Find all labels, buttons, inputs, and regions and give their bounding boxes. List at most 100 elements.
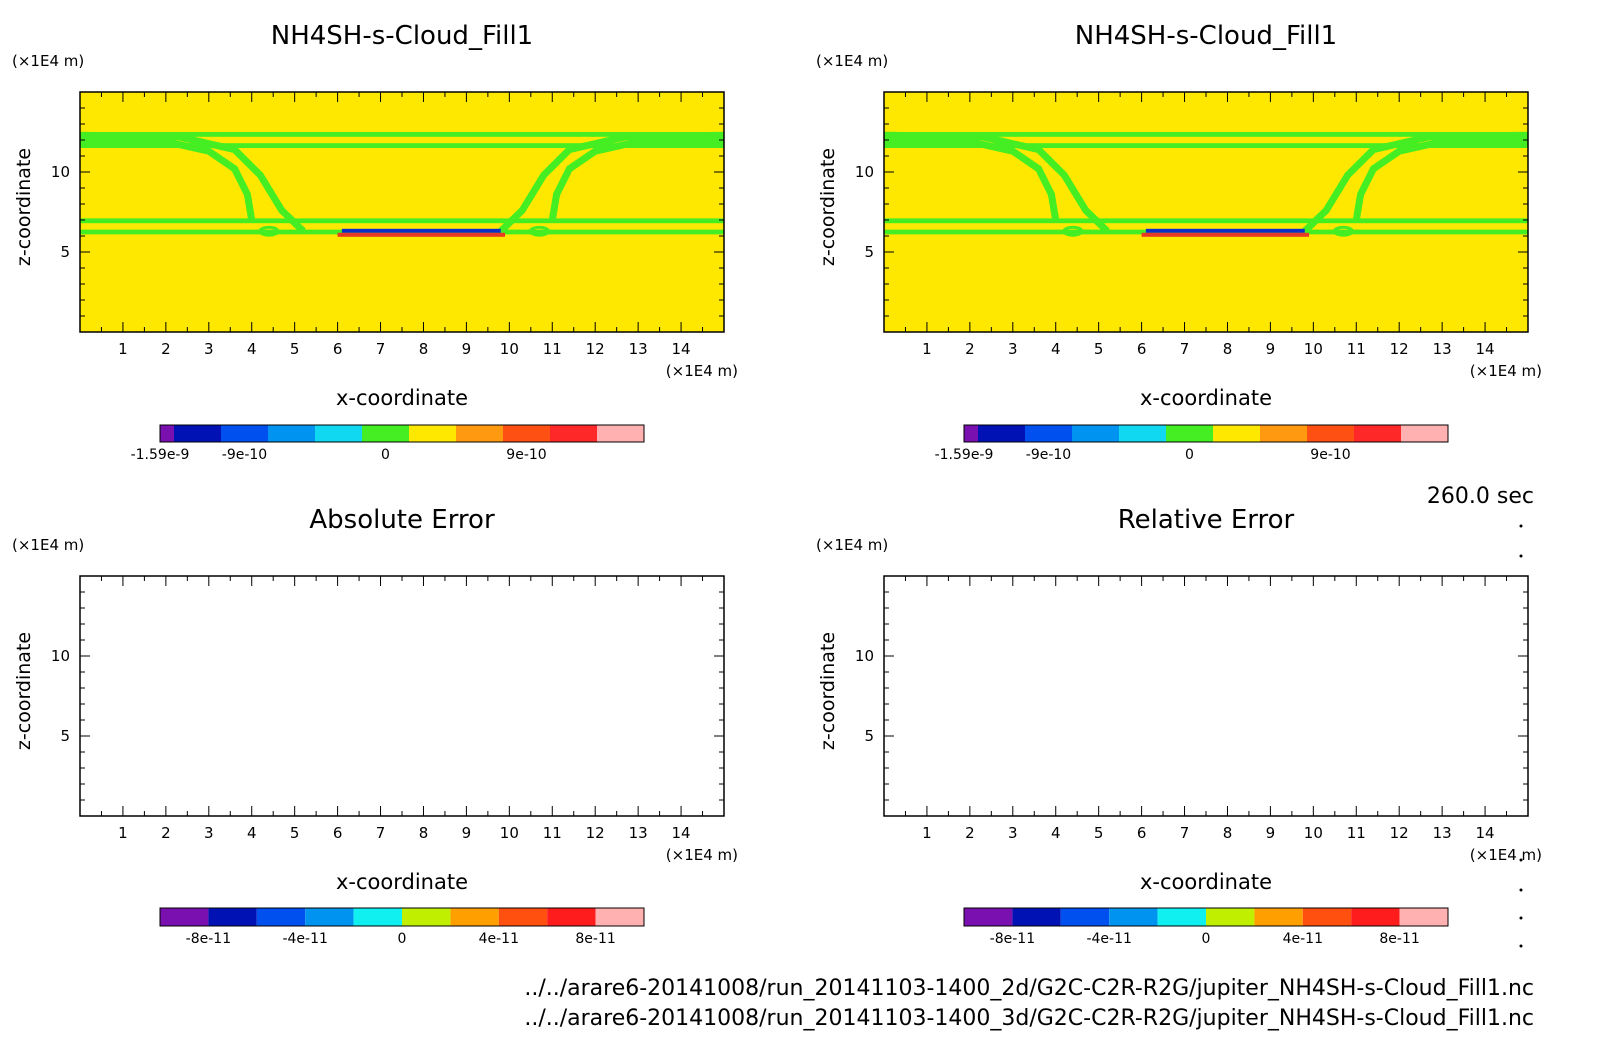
y-tick-label: 5 — [864, 243, 874, 261]
colorbar-swatch — [1072, 425, 1119, 442]
curve-left-inner — [80, 136, 256, 221]
colorbar-swatch — [1060, 908, 1110, 926]
colorbar-swatch — [456, 425, 503, 442]
colorbar-label: 9e-10 — [506, 447, 546, 463]
colorbar-frame — [159, 424, 645, 443]
curve-left-outer — [80, 131, 306, 234]
x-unit-label: (×1E4 m) — [1470, 846, 1542, 864]
colorbar-swatch — [1260, 425, 1307, 442]
x-tick-label: 4 — [247, 340, 257, 358]
colorbar-swatch — [1399, 908, 1448, 926]
colorbar-swatch — [1157, 908, 1206, 926]
x-tick-label: 11 — [1347, 340, 1366, 358]
colorbar-label: 9e-10 — [1310, 447, 1350, 463]
file-path-2d: ../../arare6-20141008/run_20141103-1400_… — [524, 976, 1534, 1001]
colorbar-swatch — [1302, 908, 1352, 926]
x-tick-label: 13 — [1433, 340, 1452, 358]
colorbar-swatch — [1206, 908, 1255, 926]
colorbar-frame — [963, 424, 1449, 443]
x-tick-label: 10 — [500, 824, 519, 842]
colorbar-swatch — [221, 425, 268, 442]
colorbar-swatch — [268, 425, 315, 442]
file-path-3d: ../../arare6-20141008/run_20141103-1400_… — [524, 1006, 1534, 1031]
x-tick-label: 7 — [376, 340, 386, 358]
cloud-field — [884, 131, 1528, 237]
curve-left-outer — [884, 131, 1110, 234]
chart-panel-1: 1 2 3 4 5 6 7 8 9 10 11 12 13 14510NH4SH-s-Cloud_Fill… — [12, 21, 738, 463]
x-tick-label: 12 — [1390, 340, 1409, 358]
colorbar-swatch — [547, 908, 596, 926]
y-tick-label: 5 — [60, 243, 70, 261]
x-tick-label: 6 — [333, 340, 343, 358]
colorbar-swatch — [362, 425, 409, 442]
plot-area — [884, 576, 1528, 816]
colorbar-label: -1.59e-9 — [935, 447, 994, 463]
colorbar-label: 0 — [381, 447, 390, 463]
x-tick-label: 14 — [672, 824, 691, 842]
anomaly-negative — [1145, 228, 1305, 233]
colorbar-swatch — [964, 908, 1013, 926]
y-tick-label: 10 — [51, 163, 70, 181]
colorbar-swatch — [978, 425, 1025, 442]
contour-band-upper — [884, 143, 1528, 148]
plot-area — [80, 92, 724, 332]
contour-band-top — [80, 132, 724, 137]
curve-right-inner — [1352, 136, 1528, 221]
plot-area — [80, 576, 724, 816]
colorbar-label: -1.59e-9 — [131, 447, 190, 463]
x-tick-label: 11 — [543, 340, 562, 358]
junction-right — [528, 225, 550, 237]
x-tick-label: 1 — [922, 824, 932, 842]
colorbar-swatch — [450, 908, 499, 926]
y-unit-label: (×1E4 m) — [816, 536, 888, 554]
x-tick-label: 8 — [419, 340, 429, 358]
x-tick-label: 1 — [118, 824, 128, 842]
x-tick-label: 9 — [1266, 824, 1276, 842]
colorbar-label: 0 — [1185, 447, 1194, 463]
x-tick-label: 13 — [629, 340, 648, 358]
x-unit-label: (×1E4 m) — [1470, 362, 1542, 380]
x-tick-label: 11 — [1347, 824, 1366, 842]
x-axis-label: x-coordinate — [1140, 870, 1272, 894]
x-tick-label: 5 — [290, 824, 300, 842]
y-tick-label: 5 — [864, 727, 874, 745]
colorbar-swatch — [1166, 425, 1213, 442]
x-tick-label: 6 — [333, 824, 343, 842]
colorbar-swatch — [1254, 908, 1303, 926]
x-tick-label: 2 — [965, 340, 975, 358]
x-tick-label: 2 — [965, 824, 975, 842]
x-tick-label: 8 — [1223, 824, 1233, 842]
colorbar-swatch — [503, 425, 550, 442]
colorbar-label: 0 — [398, 931, 407, 947]
x-axis-label: x-coordinate — [336, 386, 468, 410]
x-tick-label: 6 — [1137, 824, 1147, 842]
colorbar-swatch — [1119, 425, 1166, 442]
x-tick-label: 8 — [419, 824, 429, 842]
junction-left — [258, 225, 280, 237]
colorbar-swatch — [498, 908, 548, 926]
cloud-field — [80, 131, 724, 237]
y-axis-label: z-coordinate — [13, 632, 35, 750]
y-tick-label: 10 — [855, 647, 874, 665]
x-tick-label: 2 — [161, 824, 171, 842]
colorbar-swatch — [1012, 908, 1061, 926]
x-unit-label: (×1E4 m) — [666, 846, 738, 864]
x-tick-label: 4 — [1051, 824, 1061, 842]
colorbar-frame — [159, 907, 645, 927]
x-axis-label: x-coordinate — [1140, 386, 1272, 410]
x-tick-label: 7 — [1180, 340, 1190, 358]
colorbar-swatch — [1354, 425, 1401, 442]
x-axis-label: x-coordinate — [336, 870, 468, 894]
x-tick-label: 13 — [629, 824, 648, 842]
colorbar-swatch — [550, 425, 597, 442]
x-tick-label: 2 — [161, 340, 171, 358]
colorbar-label: -9e-10 — [222, 447, 267, 463]
contour-band-top — [884, 132, 1528, 137]
x-tick-label: 1 — [118, 340, 128, 358]
colorbar-swatch — [208, 908, 257, 926]
x-tick-label: 7 — [376, 824, 386, 842]
colorbar-frame — [963, 907, 1449, 927]
x-tick-label: 5 — [290, 340, 300, 358]
contour-band-upper — [80, 143, 724, 148]
